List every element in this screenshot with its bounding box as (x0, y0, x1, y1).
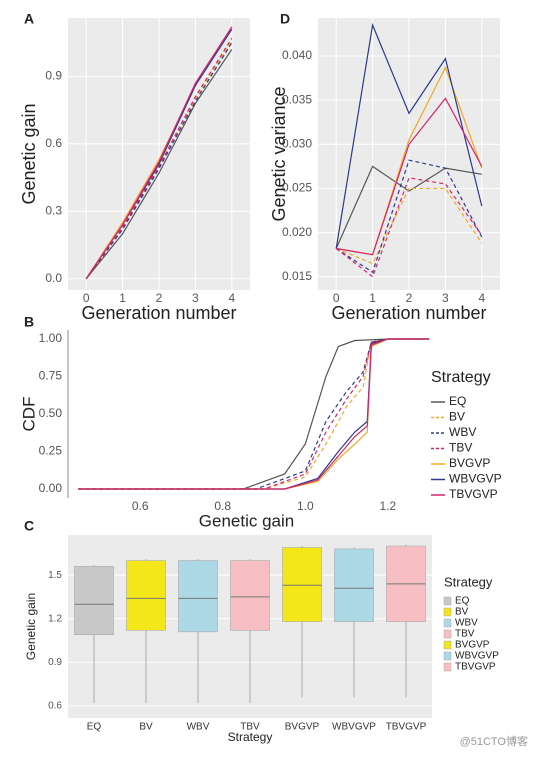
legend-label: EQ (449, 394, 466, 408)
legend-label: BV (449, 410, 465, 424)
y-tick-label: 0.6 (45, 136, 62, 150)
legend-label: BVGVP (449, 456, 490, 470)
x-tick-label: 1 (119, 291, 126, 305)
legend-label: WBVGVP (449, 472, 502, 486)
legend-swatch (443, 618, 452, 628)
watermark: @51CTO博客 (460, 734, 528, 748)
legend-title: Strategy (431, 369, 491, 386)
x-tick-label: WBV (187, 722, 210, 733)
legend-label: WBV (455, 618, 478, 629)
y-tick-label: 0.00 (39, 481, 63, 495)
legend-label: BVGVP (455, 640, 490, 651)
x-tick-label: 1.0 (297, 499, 314, 513)
y-tick-label: 0.030 (282, 136, 312, 150)
x-axis-title: Generation number (331, 303, 486, 323)
series-line (335, 177, 483, 278)
legend-swatch (443, 607, 452, 617)
legend-swatch (443, 596, 452, 606)
series-line (85, 37, 233, 280)
legend-label: EQ (455, 596, 470, 607)
box (178, 560, 218, 633)
panel-label: D (280, 11, 290, 27)
legend-label: TBVGVP (455, 662, 496, 673)
y-tick-label: 0.025 (282, 181, 312, 195)
x-tick-label: 3 (192, 291, 199, 305)
series-line (336, 97, 483, 256)
y-tick-label: 1.00 (39, 331, 63, 345)
y-tick-label: 0.25 (39, 444, 63, 458)
y-axis-title: CDF (19, 397, 38, 432)
x-tick-label: 0.8 (214, 499, 231, 513)
legend-title: Strategy (444, 574, 493, 589)
box (126, 560, 166, 631)
x-tick-label: BVGVP (285, 722, 320, 733)
y-tick-label: 0.9 (45, 69, 62, 83)
legend-label: TBVGVP (449, 487, 498, 501)
legend-swatch (443, 629, 452, 639)
legend-label: TBV (449, 441, 472, 455)
x-tick-label: EQ (87, 722, 102, 733)
legend-swatch (443, 662, 452, 672)
series-line (335, 159, 483, 274)
box (230, 560, 270, 631)
y-tick-label: 0.040 (282, 48, 312, 62)
legend-swatch (443, 640, 452, 650)
box (74, 566, 114, 636)
legend-swatch (443, 651, 452, 661)
x-tick-label: 0 (83, 291, 90, 305)
y-axis-title: Genetic variance (269, 86, 289, 221)
x-tick-label: 4 (478, 291, 485, 305)
legend-label: WBVGVP (455, 651, 499, 662)
series-line (335, 187, 483, 265)
y-tick-label: 0.6 (48, 701, 62, 712)
x-tick-label: 1 (369, 291, 376, 305)
x-axis-title: Strategy (228, 730, 273, 744)
panel-label: C (24, 518, 34, 534)
series-line (335, 165, 482, 249)
y-tick-label: 0.020 (282, 225, 312, 239)
x-axis-title: Generation number (81, 303, 236, 323)
y-tick-label: 0.0 (45, 271, 62, 285)
y-axis-title: Genetic gain (24, 593, 38, 660)
legend-label: TBV (455, 629, 475, 640)
x-tick-label: 2 (156, 291, 163, 305)
y-tick-label: 0.50 (39, 406, 63, 420)
x-tick-label: WBVGVP (332, 722, 376, 733)
y-tick-label: 0.75 (39, 369, 63, 383)
y-tick-label: 0.015 (282, 269, 312, 283)
panel-label: A (24, 11, 34, 27)
y-tick-label: 0.9 (48, 657, 62, 668)
y-tick-label: 1.2 (48, 613, 62, 624)
series-line (85, 26, 233, 280)
x-axis-title: Genetic gain (199, 511, 294, 530)
series-line (78, 338, 430, 490)
legend-label: WBV (449, 425, 476, 439)
series-line (78, 338, 430, 490)
x-tick-label: 0 (333, 291, 340, 305)
x-tick-label: 2 (406, 291, 413, 305)
x-tick-label: 1.2 (380, 499, 397, 513)
x-tick-label: 4 (228, 291, 235, 305)
plot-background (68, 330, 425, 498)
y-axis-title: Genetic gain (19, 103, 39, 204)
y-tick-label: 1.5 (48, 570, 62, 581)
series-line (85, 42, 233, 280)
x-tick-label: TBVGVP (386, 722, 427, 733)
x-tick-label: 3 (442, 291, 449, 305)
x-tick-label: TBV (240, 722, 260, 733)
series-line (335, 22, 483, 249)
legend-label: BV (455, 607, 469, 618)
y-tick-label: 0.3 (45, 203, 62, 217)
box (334, 548, 374, 622)
x-tick-label: BV (139, 722, 153, 733)
series-line (85, 49, 233, 280)
x-tick-label: 0.6 (132, 499, 149, 513)
panel-label: B (24, 314, 34, 330)
y-tick-label: 0.035 (282, 92, 312, 106)
box (282, 547, 322, 622)
series-line (78, 338, 430, 490)
